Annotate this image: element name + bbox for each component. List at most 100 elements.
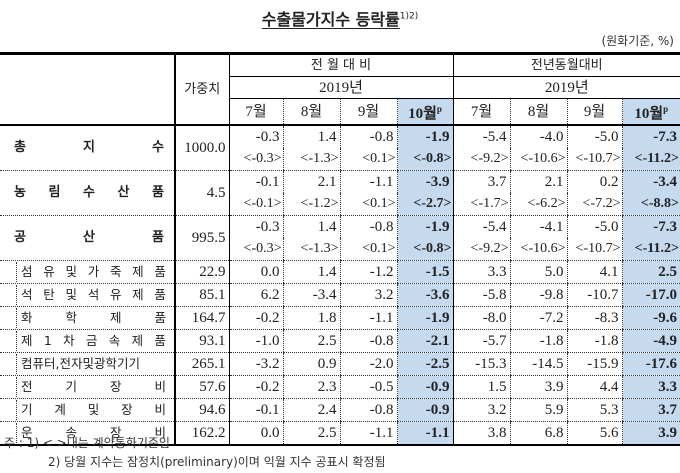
value-cell: -1.1 — [339, 306, 397, 330]
value-cell: -0.2 — [228, 375, 283, 399]
value-cell: 2.1 — [509, 170, 567, 193]
row-weight: 265.1 — [174, 352, 229, 376]
value-cell: -1.9 — [396, 125, 453, 148]
value-cell: -3.9 — [396, 170, 453, 193]
contract-value-cell: <-8.8> — [621, 193, 680, 216]
value-cell: -15.9 — [566, 352, 622, 376]
header-month: 9월 — [339, 98, 397, 126]
value-cell: -1.1 — [396, 421, 453, 446]
row-weight: 162.2 — [174, 421, 229, 446]
table-row: 제 1 차 금 속 제 품 93.1 -1.0 2.5 -0.8 -2.1 -5.7 -1.8 -1.8 -4… — [0, 329, 680, 353]
contract-value-cell: <-9.2> — [452, 238, 510, 261]
row-weight: 995.5 — [174, 215, 229, 261]
value-cell: -15.3 — [452, 352, 510, 376]
contract-value-cell: <-10.6> — [509, 148, 567, 171]
value-cell: -2.0 — [339, 352, 397, 376]
contract-value-cell: <-1.2> — [282, 193, 340, 216]
contract-value-cell: <-7.2> — [566, 193, 622, 216]
value-cell: -3.4 — [282, 283, 340, 307]
value-cell: -0.2 — [228, 306, 283, 330]
contract-value-cell: <-1.3> — [282, 148, 340, 171]
value-cell: -3.6 — [396, 283, 453, 307]
page-title: 수출물가지수 등락률1)2) — [261, 10, 419, 29]
table-row: 공 산 품 995.5 -0.3 1.4 -0.8 -1.9 -5.4 -4.1 -5.0 -7.3 — [0, 215, 680, 261]
value-cell: 2.5 — [282, 421, 340, 446]
header-month: 8월 — [509, 98, 567, 126]
header-year-yoy: 2019년 — [452, 76, 680, 99]
row-weight: 4.5 — [174, 170, 229, 216]
value-cell: -1.8 — [566, 329, 622, 353]
unit-label: (원화기준, %) — [601, 34, 674, 48]
header-month: 10월p — [621, 98, 680, 126]
footnote-1: 주 : 1) < >내는 계약통화기준임 — [4, 436, 170, 450]
table-row: 섬 유 및 가 죽 제 품 22.9 0.0 1.4 -1.2 -1.5 3.3 5.0 4.1 2.5 — [0, 260, 680, 284]
value-cell: 5.6 — [566, 421, 622, 446]
value-cell: -1.0 — [228, 329, 283, 353]
value-cell: 3.2 — [452, 398, 510, 422]
table-row: 화 학 제 품 164.7 -0.2 1.8 -1.1 -1.9 -8.0 -7.2 -8.3 -9.6 — [0, 306, 680, 330]
title-footnote-ref: 1)2) — [399, 11, 419, 22]
prelim-mark: p — [663, 104, 669, 114]
value-cell: 2.5 — [621, 260, 680, 284]
header-mom: 전 월 대 비 — [228, 53, 453, 77]
value-cell: -4.1 — [509, 215, 567, 238]
value-cell: -0.5 — [339, 375, 397, 399]
table-row-contract: <-0.1> <-1.2> <0.1> <-2.7> <-1.7> <-6.2> <-7.2… — [0, 193, 680, 216]
contract-value-cell: <-6.2> — [509, 193, 567, 216]
value-cell: -8.3 — [566, 306, 622, 330]
value-cell: 5.9 — [509, 398, 567, 422]
contract-value-cell: <-1.3> — [282, 238, 340, 261]
value-cell: 3.3 — [452, 260, 510, 284]
value-cell: -17.6 — [621, 352, 680, 376]
value-cell: 2.5 — [282, 329, 340, 353]
header-weight: 가중치 — [174, 53, 229, 126]
footnote-2: 2) 당월 지수는 잠정치(preliminary)이며 익월 지수 공표시 확… — [48, 455, 386, 469]
table-row-contract: <-0.3> <-1.3> <0.1> <-0.8> <-9.2> <-10.6> <-10… — [0, 238, 680, 261]
value-cell: 5.0 — [509, 260, 567, 284]
row-weight: 85.1 — [174, 283, 229, 307]
value-cell: -5.7 — [452, 329, 510, 353]
header-month: 9월 — [566, 98, 622, 126]
header-row-groups: 가중치 전 월 대 비 전년동월대비 — [0, 53, 680, 126]
value-cell: 1.8 — [282, 306, 340, 330]
value-cell: 6.2 — [228, 283, 283, 307]
row-weight: 57.6 — [174, 375, 229, 399]
value-cell: 0.0 — [228, 421, 283, 446]
row-label: 컴퓨터,전자및광학기기 — [0, 352, 175, 376]
value-cell: -3.2 — [228, 352, 283, 376]
contract-value-cell: <-10.7> — [566, 148, 622, 171]
table-row: 농 림 수 산 품 4.5 -0.1 2.1 -1.1 -3.9 3.7 2.1 0.2 -3.4 — [0, 170, 680, 216]
footnotes: 주 : 1) < >내는 계약통화기준임 2) 당월 지수는 잠정치(preli… — [4, 434, 386, 472]
header-row-months: 7월 8월 9월 10월p 7월 8월 9월 10월p — [0, 98, 680, 126]
contract-value-cell: <-10.6> — [509, 238, 567, 261]
value-cell: 3.3 — [621, 375, 680, 399]
value-cell: -0.1 — [228, 170, 283, 193]
value-cell: -4.9 — [621, 329, 680, 353]
value-cell: -10.7 — [566, 283, 622, 307]
value-cell: 4.4 — [566, 375, 622, 399]
table-row: 기 계 및 장 비 94.6 -0.1 2.4 -0.8 -0.9 3.2 5.9 5.3 3.7 — [0, 398, 680, 422]
contract-value-cell: <-11.2> — [621, 238, 680, 261]
row-weight: 1000.0 — [174, 125, 229, 171]
value-cell: 2.4 — [282, 398, 340, 422]
contract-value-cell: <-10.7> — [566, 238, 622, 261]
value-cell: 1.4 — [282, 215, 340, 238]
table-row: 컴퓨터,전자및광학기기 265.1 -3.2 0.9 -2.0 -2.5 -15.3 -14.… — [0, 352, 680, 376]
value-cell: 3.7 — [452, 170, 510, 193]
value-cell: -0.8 — [339, 125, 397, 148]
value-cell: 0.2 — [566, 170, 622, 193]
table-row: 운 송 장 비 162.2 0.0 2.5 -1.1 -1.1 3.8 6.8 5.6 3.9 — [0, 421, 680, 446]
value-cell: 5.3 — [566, 398, 622, 422]
table-row-contract: <-0.3> <-1.3> <0.1> <-0.8> <-9.2> <-10.6> <-10… — [0, 148, 680, 171]
contract-value-cell: <0.1> — [339, 193, 397, 216]
value-cell: 3.7 — [621, 398, 680, 422]
value-cell: -3.4 — [621, 170, 680, 193]
